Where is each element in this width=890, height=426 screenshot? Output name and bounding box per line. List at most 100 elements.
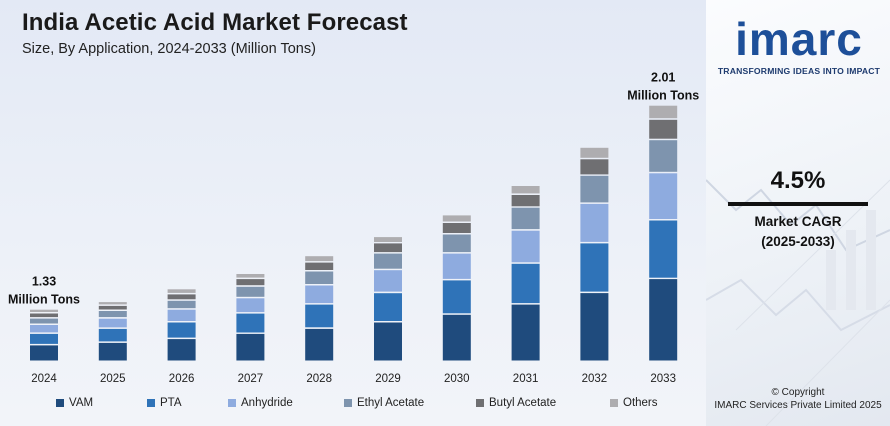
bar-segment-others-2027 (236, 274, 265, 278)
bar-segment-pta-2032 (580, 243, 609, 292)
bar-segment-others-2032 (580, 147, 609, 158)
bar-segment-vam-2033 (649, 279, 678, 361)
bar-segment-vam-2032 (580, 293, 609, 361)
chart-title: India Acetic Acid Market Forecast (22, 9, 408, 36)
bar-segment-others-2033 (649, 105, 678, 119)
bar-segment-pta-2028 (305, 304, 334, 328)
bar-segment-ethyl-acetate-2031 (511, 207, 540, 230)
bar-segment-others-2029 (374, 237, 402, 242)
x-tick-label-2025: 2025 (100, 373, 126, 385)
bar-segment-others-2028 (305, 256, 334, 262)
bar-segment-butyl-acetate-2025 (98, 305, 127, 310)
bar-segment-others-2026 (167, 289, 196, 293)
bar-segment-butyl-acetate-2026 (167, 294, 196, 300)
legend-label: Others (623, 397, 658, 409)
cagr-label-line1: Market CAGR (754, 214, 842, 229)
bar-segment-vam-2028 (305, 328, 334, 361)
bar-segment-ethyl-acetate-2033 (649, 140, 678, 172)
logo-wordmark: imarc (735, 13, 863, 65)
legend-swatch (344, 399, 352, 407)
bar-segment-others-2024 (30, 309, 58, 312)
bar-segment-others-2025 (98, 302, 127, 305)
x-tick-label-2027: 2027 (238, 373, 264, 385)
bar-segment-pta-2026 (167, 322, 196, 338)
bar-segment-butyl-acetate-2032 (580, 159, 609, 175)
stacked-bar-chart: 2024 2025 2026 2027 2028 2029 2030 2031 2032 2033… (8, 71, 699, 385)
bar-segment-vam-2029 (374, 322, 402, 361)
bar-segment-anhydride-2025 (98, 318, 127, 328)
chart-subtitle: Size, By Application, 2024-2033 (Million… (22, 41, 316, 57)
cagr-value: 4.5% (770, 167, 826, 194)
bar-segment-pta-2025 (98, 328, 127, 342)
copyright-line1: © Copyright (771, 387, 825, 398)
bar-segment-others-2030 (442, 215, 471, 222)
legend-item-vam: VAM (56, 397, 93, 409)
total-label-2024-line2: Million Tons (8, 293, 80, 307)
bar-segment-butyl-acetate-2031 (511, 195, 540, 207)
total-label-2033-line1: 2.01 (651, 71, 675, 85)
background-graph-decoration (706, 179, 890, 426)
bar-segment-pta-2033 (649, 220, 678, 278)
bar-segment-anhydride-2028 (305, 285, 334, 304)
bar-segment-anhydride-2024 (30, 325, 58, 333)
legend-label: PTA (160, 397, 182, 409)
bar-segment-ethyl-acetate-2030 (442, 234, 471, 253)
bar-segment-ethyl-acetate-2024 (30, 318, 58, 324)
bar-segment-pta-2030 (442, 280, 471, 314)
bar-segment-anhydride-2026 (167, 309, 196, 321)
legend-label: VAM (69, 397, 94, 409)
bar-segment-butyl-acetate-2033 (649, 119, 678, 139)
imarc-logo: imarc TRANSFORMING IDEAS INTO IMPACT (716, 14, 882, 76)
total-label-2033-line2: Million Tons (627, 89, 699, 103)
bar-segment-vam-2031 (511, 304, 540, 361)
x-tick-label-2031: 2031 (513, 373, 539, 385)
bar-segment-butyl-acetate-2030 (442, 223, 471, 233)
x-tick-label-2028: 2028 (306, 373, 332, 385)
copyright-line2: IMARC Services Private Limited 2025 (714, 400, 882, 411)
bar-segment-ethyl-acetate-2028 (305, 271, 334, 284)
bar-segment-pta-2024 (30, 333, 58, 344)
bar-segment-pta-2031 (511, 263, 540, 304)
legend-swatch (56, 399, 64, 407)
bar-segment-ethyl-acetate-2025 (98, 311, 127, 318)
x-tick-label-2033: 2033 (650, 373, 676, 385)
bar-segment-butyl-acetate-2024 (30, 313, 58, 318)
bar-segment-pta-2027 (236, 313, 265, 333)
bar-segment-anhydride-2032 (580, 203, 609, 242)
chart-legend: VAM PTA Anhydride Ethyl Acetate Butyl Acetat… (56, 397, 696, 413)
bar-segment-vam-2025 (98, 342, 127, 361)
cagr-label-line2: (2025-2033) (761, 234, 835, 249)
legend-item-ethyl-acetate: Ethyl Acetate (344, 397, 424, 409)
chart-panel: India Acetic Acid Market Forecast Size, … (0, 0, 706, 426)
bar-segment-vam-2026 (167, 339, 196, 361)
legend-swatch (476, 399, 484, 407)
bar-segment-anhydride-2027 (236, 298, 265, 313)
x-tick-label-2032: 2032 (582, 373, 608, 385)
bar-segment-others-2031 (511, 186, 540, 194)
legend-swatch (228, 399, 236, 407)
bar-segment-pta-2029 (374, 293, 402, 321)
legend-item-others: Others (610, 397, 658, 409)
copyright-notice: © Copyright IMARC Services Private Limit… (706, 386, 890, 412)
x-tick-label-2026: 2026 (169, 373, 195, 385)
bar-segment-butyl-acetate-2027 (236, 279, 265, 286)
bar-segment-ethyl-acetate-2026 (167, 300, 196, 309)
legend-item-anhydride: Anhydride (228, 397, 293, 409)
legend-item-pta: PTA (147, 397, 182, 409)
side-panel: imarc TRANSFORMING IDEAS INTO IMPACT 4.5… (706, 0, 890, 426)
bar-segment-butyl-acetate-2029 (374, 243, 402, 253)
x-tick-label-2024: 2024 (31, 373, 57, 385)
bar-segment-anhydride-2029 (374, 270, 402, 292)
bar-segment-anhydride-2030 (442, 253, 471, 279)
legend-label: Anhydride (241, 397, 293, 409)
bar-segment-vam-2030 (442, 314, 471, 361)
bar-segment-anhydride-2033 (649, 173, 678, 219)
bar-segment-butyl-acetate-2028 (305, 262, 334, 270)
bar-segment-anhydride-2031 (511, 230, 540, 263)
bar-segment-vam-2024 (30, 345, 58, 361)
legend-label: Ethyl Acetate (357, 397, 425, 409)
bar-segment-vam-2027 (236, 333, 265, 361)
logo-tagline: TRANSFORMING IDEAS INTO IMPACT (717, 66, 881, 76)
legend-swatch (147, 399, 155, 407)
legend-swatch (610, 399, 618, 407)
